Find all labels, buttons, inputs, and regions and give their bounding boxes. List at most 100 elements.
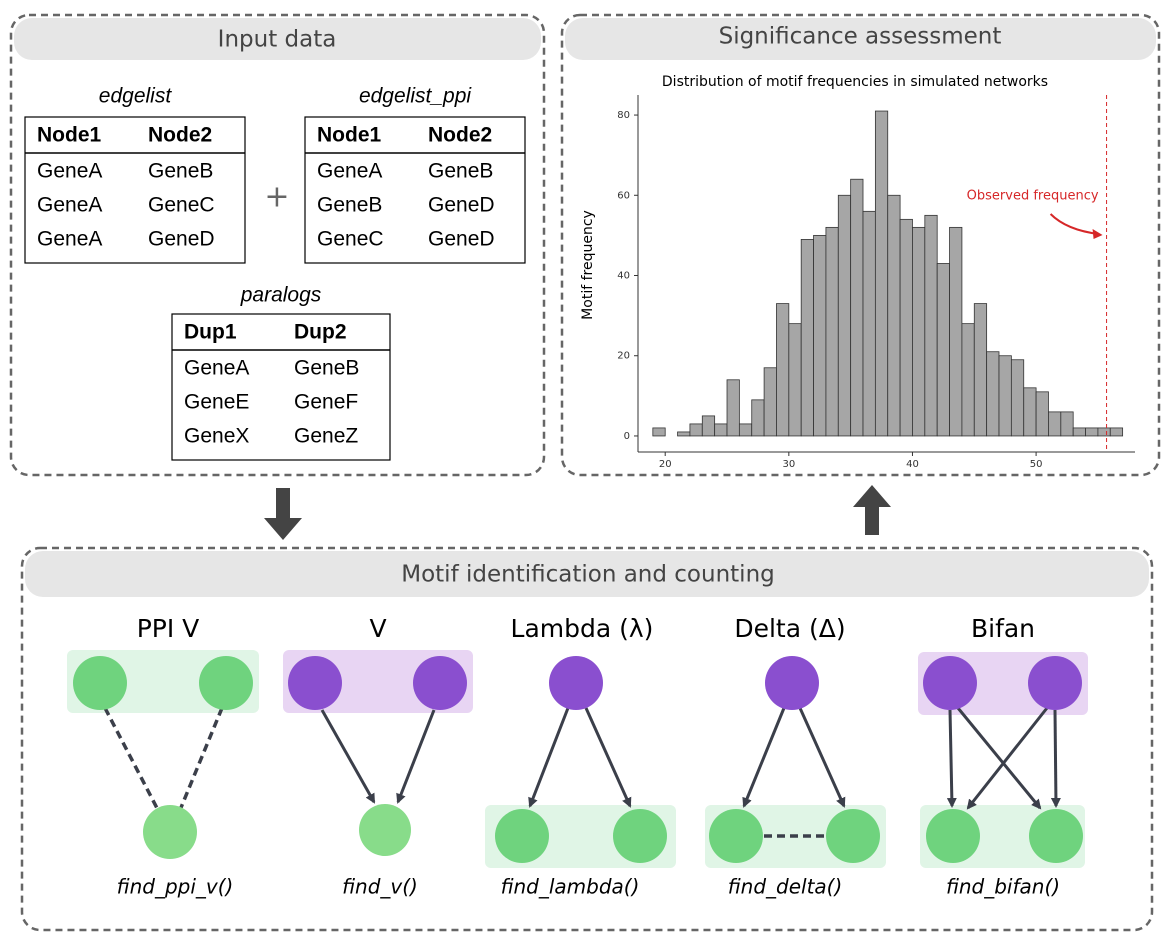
table-header: Node2 xyxy=(148,124,212,147)
input-title: Input data xyxy=(218,27,337,53)
edge xyxy=(742,707,786,808)
y-tick-label: 80 xyxy=(617,110,630,121)
histogram: Distribution of motif frequencies in sim… xyxy=(580,74,1135,470)
significance-title: Significance assessment xyxy=(719,24,1002,50)
node xyxy=(1029,809,1083,863)
bar xyxy=(701,415,716,437)
edge xyxy=(528,707,570,808)
bar xyxy=(714,423,728,437)
motif-box xyxy=(20,546,1154,932)
table-border xyxy=(171,313,391,461)
bar xyxy=(837,194,852,437)
table-title: edgelist_ppi xyxy=(359,85,472,108)
bar xyxy=(1010,359,1025,437)
observed-arrow xyxy=(1049,213,1099,235)
bar xyxy=(924,214,938,437)
bar xyxy=(998,355,1012,437)
table-cell: GeneE xyxy=(184,391,249,414)
bar xyxy=(1109,427,1124,437)
motif-ppi-v: PPI V find_ppi_v() xyxy=(67,614,259,899)
motif-function: find_delta() xyxy=(728,875,843,899)
observed-label: Observed frequency xyxy=(967,189,1099,204)
bar xyxy=(652,427,666,437)
bar xyxy=(1072,427,1086,437)
bar xyxy=(912,226,926,437)
bar xyxy=(677,431,691,437)
observed-arrowhead xyxy=(1092,229,1103,239)
bar xyxy=(776,303,790,437)
motif-title: Motif identification and counting xyxy=(401,562,775,588)
bar xyxy=(788,323,802,437)
table-header: Node1 xyxy=(37,124,102,147)
bar xyxy=(936,263,950,437)
motif-function: find_v() xyxy=(342,875,418,899)
node xyxy=(826,809,880,863)
bar xyxy=(899,218,913,437)
table-cell: GeneB xyxy=(148,160,213,183)
table-header: Node1 xyxy=(317,124,382,147)
node xyxy=(765,656,819,710)
edge xyxy=(396,709,436,804)
edge xyxy=(956,707,1042,810)
table-cell: GeneB xyxy=(317,194,382,217)
input-box xyxy=(9,13,546,477)
bar xyxy=(1048,411,1062,437)
bar xyxy=(1085,427,1099,437)
table-cell: GeneF xyxy=(294,391,358,414)
table-title: edgelist xyxy=(99,85,173,108)
plus: + xyxy=(264,180,289,215)
bar xyxy=(862,210,876,437)
bar xyxy=(1035,391,1049,437)
table-cell: GeneC xyxy=(148,194,215,217)
down-arrow xyxy=(264,488,302,540)
edge xyxy=(320,709,376,804)
bar xyxy=(874,110,889,437)
table-cell: GeneD xyxy=(148,228,215,251)
table-cell: GeneA xyxy=(184,357,249,380)
node xyxy=(143,805,197,859)
significance-box xyxy=(560,13,1161,477)
edge xyxy=(178,707,224,811)
table-header: Node2 xyxy=(428,124,492,147)
motif-function: find_ppi_v() xyxy=(117,875,234,899)
bar xyxy=(738,423,753,437)
bar xyxy=(986,351,1000,437)
edge xyxy=(103,707,160,811)
node xyxy=(613,809,667,863)
edge xyxy=(946,709,957,808)
motif-name: V xyxy=(369,614,386,643)
y-tick-label: 20 xyxy=(617,351,630,362)
bar xyxy=(973,303,988,437)
table-cell: GeneB xyxy=(294,357,359,380)
bar xyxy=(1060,411,1074,437)
y-tick-label: 0 xyxy=(624,431,630,442)
bar xyxy=(949,226,963,437)
y-axis-label: Motif frequency xyxy=(580,210,596,320)
motif-name: PPI V xyxy=(137,614,200,643)
x-tick-label: 50 xyxy=(1030,459,1043,470)
node xyxy=(549,656,603,710)
y-tick-label: 40 xyxy=(617,271,630,282)
motif-function: find_lambda() xyxy=(501,875,640,899)
edge xyxy=(798,707,846,808)
bar xyxy=(763,367,777,437)
bar xyxy=(800,239,814,437)
node xyxy=(413,656,467,710)
node xyxy=(495,809,549,863)
table-cell: GeneZ xyxy=(294,425,358,448)
x-tick-label: 20 xyxy=(659,459,672,470)
table-cell: GeneC xyxy=(317,228,384,251)
node xyxy=(709,809,763,863)
table-header: Dup2 xyxy=(294,321,347,344)
bar xyxy=(887,194,901,437)
bar xyxy=(813,234,827,437)
bar xyxy=(726,379,740,437)
tables: edgelist Node1 Node2 GeneA GeneB GeneA GeneC Ge… xyxy=(24,85,526,461)
table-cell: GeneD xyxy=(428,194,495,217)
node xyxy=(288,656,342,710)
bar xyxy=(1023,387,1037,437)
x-tick-label: 30 xyxy=(782,459,795,470)
bar xyxy=(825,226,839,437)
bar xyxy=(1097,427,1111,437)
node xyxy=(199,656,253,710)
